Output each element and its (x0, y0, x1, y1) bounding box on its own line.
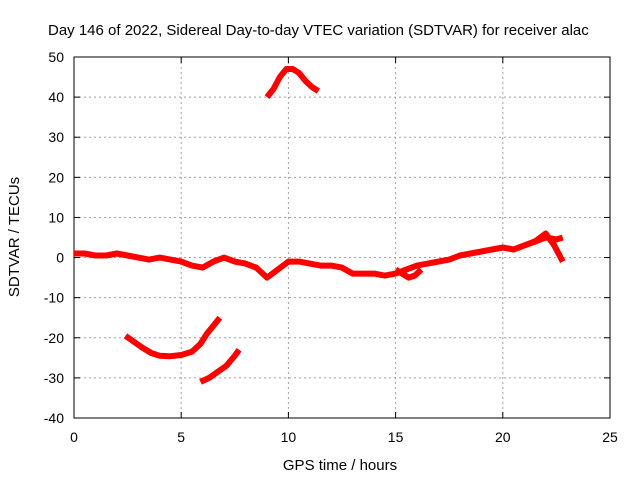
x-tick-label: 25 (602, 429, 618, 445)
y-tick-label: 50 (48, 49, 64, 65)
y-tick-label: 20 (48, 169, 64, 185)
chart-title: Day 146 of 2022, Sidereal Day-to-day VTE… (48, 22, 589, 39)
y-tick-label: 40 (48, 89, 64, 105)
series-upper-arc (264, 66, 320, 99)
x-axis: 0 5 10 15 20 25 (70, 57, 618, 445)
series-lower-arc-1 (123, 315, 223, 360)
series-lower-arc-2 (199, 348, 242, 385)
plot-frame (73, 56, 611, 419)
x-tick-label: 0 (70, 429, 78, 445)
y-axis: -40 -30 -20 -10 0 10 20 30 40 50 (44, 49, 610, 426)
y-tick-label: -40 (44, 410, 64, 426)
y-tick-label: -30 (44, 370, 64, 386)
y-tick-label: -20 (44, 330, 64, 346)
y-tick-label: 10 (48, 209, 64, 225)
y-axis-label: SDTVAR / TECUs (6, 177, 23, 297)
x-tick-label: 20 (495, 429, 511, 445)
series-group (74, 66, 566, 385)
series-jump-segment-1 (394, 267, 424, 281)
y-tick-label: -10 (44, 290, 64, 306)
series-main-arc (74, 234, 564, 281)
x-axis-label: GPS time / hours (283, 457, 397, 474)
series-jump-segment-2 (512, 230, 566, 264)
x-tick-label: 10 (281, 429, 297, 445)
y-tick-label: 30 (48, 129, 64, 145)
grid (74, 57, 610, 418)
x-tick-label: 5 (177, 429, 185, 445)
x-tick-label: 15 (388, 429, 404, 445)
y-tick-label: 0 (56, 250, 64, 266)
